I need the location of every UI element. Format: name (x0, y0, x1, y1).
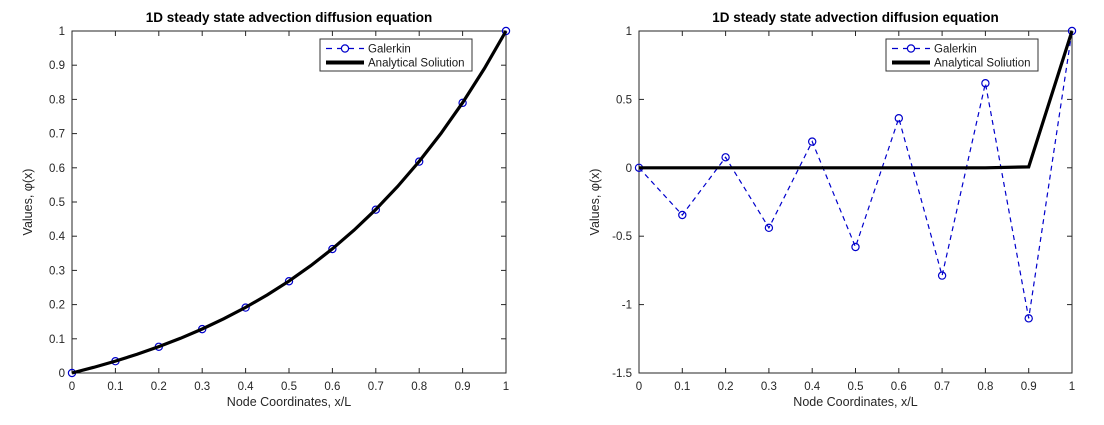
x-axis-label: Node Coordinates, x/L (227, 395, 351, 409)
x-tick-label: 0.7 (934, 381, 950, 393)
series-galerkin-marker (1024, 314, 1033, 323)
x-tick-label: 0.2 (718, 381, 734, 393)
x-tick-label: 0.5 (848, 381, 864, 393)
x-tick-label: 0.9 (455, 381, 471, 393)
x-tick-label: 0.6 (891, 381, 907, 393)
series-galerkin-line (71, 30, 507, 374)
chart-title: 1D steady state advection diffusion equa… (712, 10, 999, 25)
plot-advection-diffusion-pe-low: 0 0.1 0.2 0.3 0.4 0.5 0.6 0.7 0.8 0.9 1 0 0.1 0.2 0.3 0… (0, 0, 552, 420)
chart-left: 0 0.1 0.2 0.3 0.4 0.5 0.6 0.7 0.8 0.9 1 0 0.1 0.2 0.3 0… (21, 10, 511, 409)
y-tick-label: 0.6 (49, 163, 65, 175)
x-tick-label: 0.2 (151, 381, 167, 393)
series-galerkin-marker (894, 114, 903, 123)
y-tick-label: 0.3 (49, 265, 65, 277)
series-galerkin-marker (501, 26, 511, 36)
axes-box (71, 30, 507, 374)
legend-marker-galerkin (340, 44, 350, 53)
series-galerkin-line (638, 30, 1073, 319)
series-galerkin-marker (851, 242, 860, 252)
x-tick-label: 0.3 (194, 381, 210, 393)
y-tick-label: 0.5 (49, 197, 65, 209)
y-tick-label: 0 (59, 368, 65, 380)
series-galerkin-marker (371, 205, 380, 214)
series-galerkin-marker (328, 244, 337, 254)
plot-advection-diffusion-pe-high: 0 0.1 0.2 0.3 0.4 0.5 0.6 0.7 0.8 0.9 1 -1.5 -1 -0.5 0… (552, 0, 1104, 420)
series-galerkin-marker (721, 153, 730, 162)
y-tick-label: 0.4 (49, 231, 66, 243)
x-tick-label: 0.1 (107, 381, 123, 393)
legend-marker-galerkin (906, 44, 916, 53)
y-tick-label: 0 (626, 163, 632, 175)
series-galerkin-marker (808, 137, 817, 146)
x-tick-label: 0.1 (674, 381, 690, 393)
y-tick-label: 1 (59, 26, 65, 38)
legend: Galerkin Analytical Soliution (319, 38, 473, 72)
x-axis-label: Node Coordinates, x/L (793, 395, 917, 409)
legend: Galerkin Analytical Soliution (885, 38, 1039, 72)
y-tick-label: 0.8 (49, 94, 65, 106)
y-tick-label: -1.5 (612, 368, 632, 380)
series-galerkin-marker (937, 271, 947, 280)
x-tick-label: 1 (1069, 381, 1075, 393)
series-galerkin-marker (764, 223, 774, 233)
x-tick-label: 0.7 (368, 381, 384, 393)
y-tick-label: 0.2 (49, 300, 65, 312)
legend-label-galerkin: Galerkin (934, 44, 977, 56)
x-tick-label: 0.6 (324, 381, 340, 393)
series-galerkin-marker (458, 98, 467, 108)
x-tick-label: 0 (636, 381, 642, 393)
legend-label-analytical-soliution: Analytical Soliution (934, 58, 1031, 70)
y-axis-label: Values, φ(x) (21, 169, 35, 236)
y-tick-label: 0.7 (49, 129, 65, 141)
chart-right: 0 0.1 0.2 0.3 0.4 0.5 0.6 0.7 0.8 0.9 1 -1.5 -1 -0.5 0… (588, 10, 1077, 409)
y-tick-label: -0.5 (612, 231, 632, 243)
series-analytical-soliution-line (71, 30, 508, 375)
x-tick-label: 1 (503, 381, 509, 393)
y-tick-label: 0.5 (616, 94, 632, 106)
x-tick-label: 0.9 (1021, 381, 1037, 393)
chart-title: 1D steady state advection diffusion equa… (146, 10, 433, 25)
legend-label-galerkin: Galerkin (368, 44, 411, 56)
legend-label-analytical-soliution: Analytical Soliution (368, 58, 465, 70)
y-tick-label: 0.9 (49, 60, 65, 72)
series-analytical-soliution-line (639, 30, 1074, 170)
series-galerkin-marker (981, 79, 990, 88)
x-tick-label: 0.4 (804, 381, 821, 393)
series-galerkin-marker (678, 210, 687, 220)
y-tick-label: 1 (626, 26, 632, 38)
series-galerkin-marker (284, 277, 294, 286)
series-galerkin-marker (415, 157, 424, 166)
y-tick-label: 0.1 (49, 334, 65, 346)
y-tick-label: -1 (622, 300, 632, 312)
x-tick-label: 0.3 (761, 381, 777, 393)
x-tick-label: 0.8 (411, 381, 427, 393)
x-tick-label: 0.5 (281, 381, 297, 393)
x-tick-label: 0.4 (238, 381, 255, 393)
x-tick-label: 0.8 (977, 381, 993, 393)
y-axis-label: Values, φ(x) (588, 169, 602, 236)
x-tick-label: 0 (69, 381, 75, 393)
